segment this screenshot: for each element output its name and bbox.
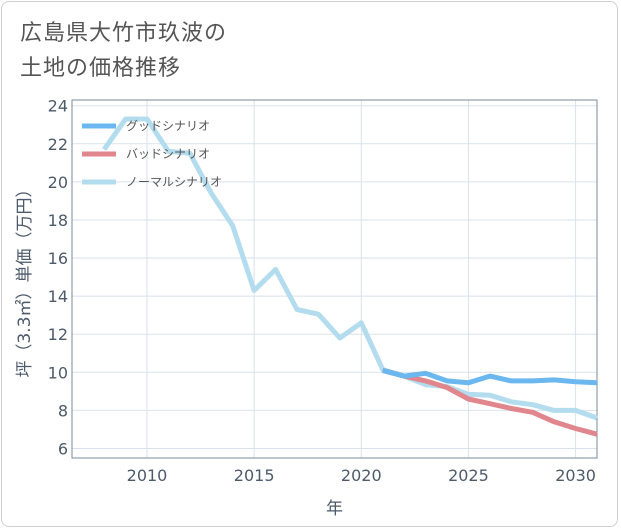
x-tick-label-1: 2015 bbox=[234, 466, 275, 485]
legend-label-normal: ノーマルシナリオ bbox=[126, 175, 222, 189]
y-tick-label-4: 14 bbox=[48, 287, 68, 306]
series-line-good bbox=[382, 367, 598, 386]
series-line-normal bbox=[102, 116, 598, 421]
y-axis-title: 坪（3.3㎡）単価（万円） bbox=[15, 180, 35, 377]
x-tick-label-3: 2025 bbox=[448, 466, 489, 485]
y-tick-label-1: 8 bbox=[58, 401, 68, 420]
x-tick-label-0: 2010 bbox=[127, 466, 168, 485]
y-tick-label-7: 20 bbox=[48, 173, 68, 192]
chart-title-line-2: 土地の価格推移 bbox=[20, 56, 182, 81]
legend-label-good: グッドシナリオ bbox=[126, 119, 210, 133]
x-tick-labels: 2010 2015 2020 2025 2030 bbox=[127, 466, 596, 485]
x-axis-title: 年 bbox=[326, 499, 343, 519]
x-tick-label-2: 2020 bbox=[341, 466, 382, 485]
y-tick-label-3: 12 bbox=[48, 325, 68, 344]
y-tick-label-9: 24 bbox=[48, 97, 68, 116]
y-tick-label-5: 16 bbox=[48, 249, 68, 268]
legend-label-bad: バッドシナリオ bbox=[126, 147, 210, 161]
y-tick-label-2: 10 bbox=[48, 363, 68, 382]
y-tick-labels: 6 8 10 12 14 16 18 20 22 24 bbox=[48, 97, 68, 459]
y-tick-label-8: 22 bbox=[48, 135, 68, 154]
plot-frame bbox=[71, 99, 598, 459]
series-line-bad bbox=[382, 367, 598, 437]
series-lines bbox=[102, 116, 598, 437]
y-tick-label-0: 6 bbox=[58, 439, 68, 458]
x-tick-label-4: 2030 bbox=[555, 466, 596, 485]
grid-lines bbox=[72, 100, 597, 458]
chart-title: 広島県大竹市玖波の 土地の価格推移 bbox=[20, 16, 227, 86]
y-tick-label-6: 18 bbox=[48, 211, 68, 230]
chart-title-line-1: 広島県大竹市玖波の bbox=[20, 21, 228, 46]
